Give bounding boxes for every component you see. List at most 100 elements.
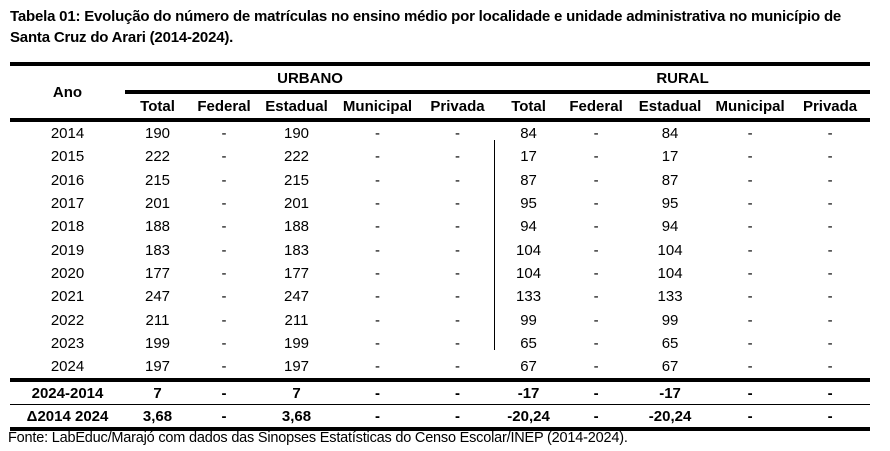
table-cell: 183 [144,241,171,259]
table-cell: - [593,218,599,236]
column-header: Federal [190,92,258,122]
table-cell: - [375,358,380,376]
table-cell: - [221,125,227,143]
table-title: Tabela 01: Evolução do número de matrícu… [10,8,842,46]
table-cell: - [747,358,753,376]
table-cell: 183 [283,241,310,259]
table-cell: - [375,334,380,352]
table-cell: 188 [283,218,310,236]
table-cell: - [455,195,461,213]
table-cell: - [747,334,753,352]
table-cell: 222 [283,148,310,166]
table-cell: 197 [283,358,310,376]
table-cell: - [593,195,599,213]
table-cell: - [827,218,833,236]
table-row: 2015 222 - 222 - - 17 - 17 - - [10,145,870,168]
summary-row: 2024-2014 7-7- - -17- -17- - [10,378,871,405]
table-cell: - [221,148,227,166]
column-header: Federal [562,92,631,122]
table-cell: 95 [661,195,679,213]
row-label: 2021 [50,288,85,306]
table-cell: 188 [144,218,171,236]
column-header: Total [125,92,190,122]
table-cell: - [827,195,833,213]
table-cell: - [455,218,461,236]
source-note: Fonte: LabEduc/Marajó com dados das Sino… [8,430,628,446]
table-cell: - [593,358,599,376]
column-header: Estadual [630,92,711,122]
table-cell: - [455,148,461,166]
column-header: Privada [790,92,871,122]
table-cell: - [455,311,461,329]
table-cell: - [593,171,599,189]
column-header: Municipal [710,92,791,122]
table-cell: 201 [144,195,171,213]
table-row: 2020 177 - 177 - - 104 - 104 - - [10,262,870,285]
table-cell: - [335,404,420,432]
table-cell: 84 [520,125,537,143]
table-cell: - [827,334,833,352]
table-cell: - [375,311,380,329]
table-cell: 215 [283,171,310,189]
table-cell: -17 [630,378,711,405]
table-cell: - [375,171,380,189]
table-cell: - [593,334,599,352]
table-cell: - [221,264,227,282]
table-cell: - [221,241,227,259]
table-cell: 67 [661,358,679,376]
table-cell: 211 [284,311,309,329]
table-cell: - [593,125,599,143]
table-cell: 65 [520,334,537,352]
table-cell: 99 [520,311,537,329]
table-cell: - [335,378,420,405]
table-cell: 190 [144,125,171,143]
table-cell: 3,68 [125,404,190,432]
table-row: 2023 199 - 199 - - 65 - 65 - - [10,332,870,355]
row-label: 2024 [50,358,85,376]
table-cell: 104 [516,264,542,282]
table-cell: - [455,241,461,259]
table-cell: - [455,288,461,306]
table-cell: - [221,288,227,306]
table-cell: - [790,404,871,432]
table-cell: - [747,218,753,236]
table-row: 2014 190 - 190 - - 84 - 84 - - [10,120,870,145]
table-cell: 199 [144,334,171,352]
table-cell: - [827,288,833,306]
table-cell: - [593,311,599,329]
table-cell: 87 [661,171,679,189]
row-label: 2017 [50,195,85,213]
table-cell: - [710,378,791,405]
table-cell: 17 [520,148,537,166]
table-cell: -20,24 [495,404,563,432]
table-cell: 99 [661,311,679,329]
table-cell: - [455,171,461,189]
table-cell: - [375,264,380,282]
table-cell: - [827,148,833,166]
table-cell: - [827,358,833,376]
table-cell: 247 [144,288,171,306]
row-label: Δ2014 2024 [10,404,125,432]
table-row: 2016 215 - 215 - - 87 - 87 - - [10,169,870,192]
table-cell: 104 [657,241,683,259]
table-cell: - [455,334,461,352]
table-cell: -17 [495,378,563,405]
table-cell: - [827,171,833,189]
table-cell: - [710,404,791,432]
table-row: 2021 247 - 247 - - 133 - 133 - - [10,285,870,308]
table-cell: - [562,404,631,432]
table-cell: - [593,264,599,282]
table-cell: - [221,218,227,236]
table-cell: - [747,125,753,143]
group-header-urbano: URBANO [125,62,496,94]
table-cell: 190 [283,125,310,143]
table-cell: - [375,125,380,143]
table-cell: 17 [661,148,679,166]
column-header: Total [495,92,563,122]
table-row: 2017 201 - 201 - - 95 - 95 - - [10,192,870,215]
table-cell: - [375,288,380,306]
table-cell: - [747,264,753,282]
table-cell: - [455,358,461,376]
table-cell: 7 [258,378,335,405]
column-header: Municipal [335,92,420,122]
